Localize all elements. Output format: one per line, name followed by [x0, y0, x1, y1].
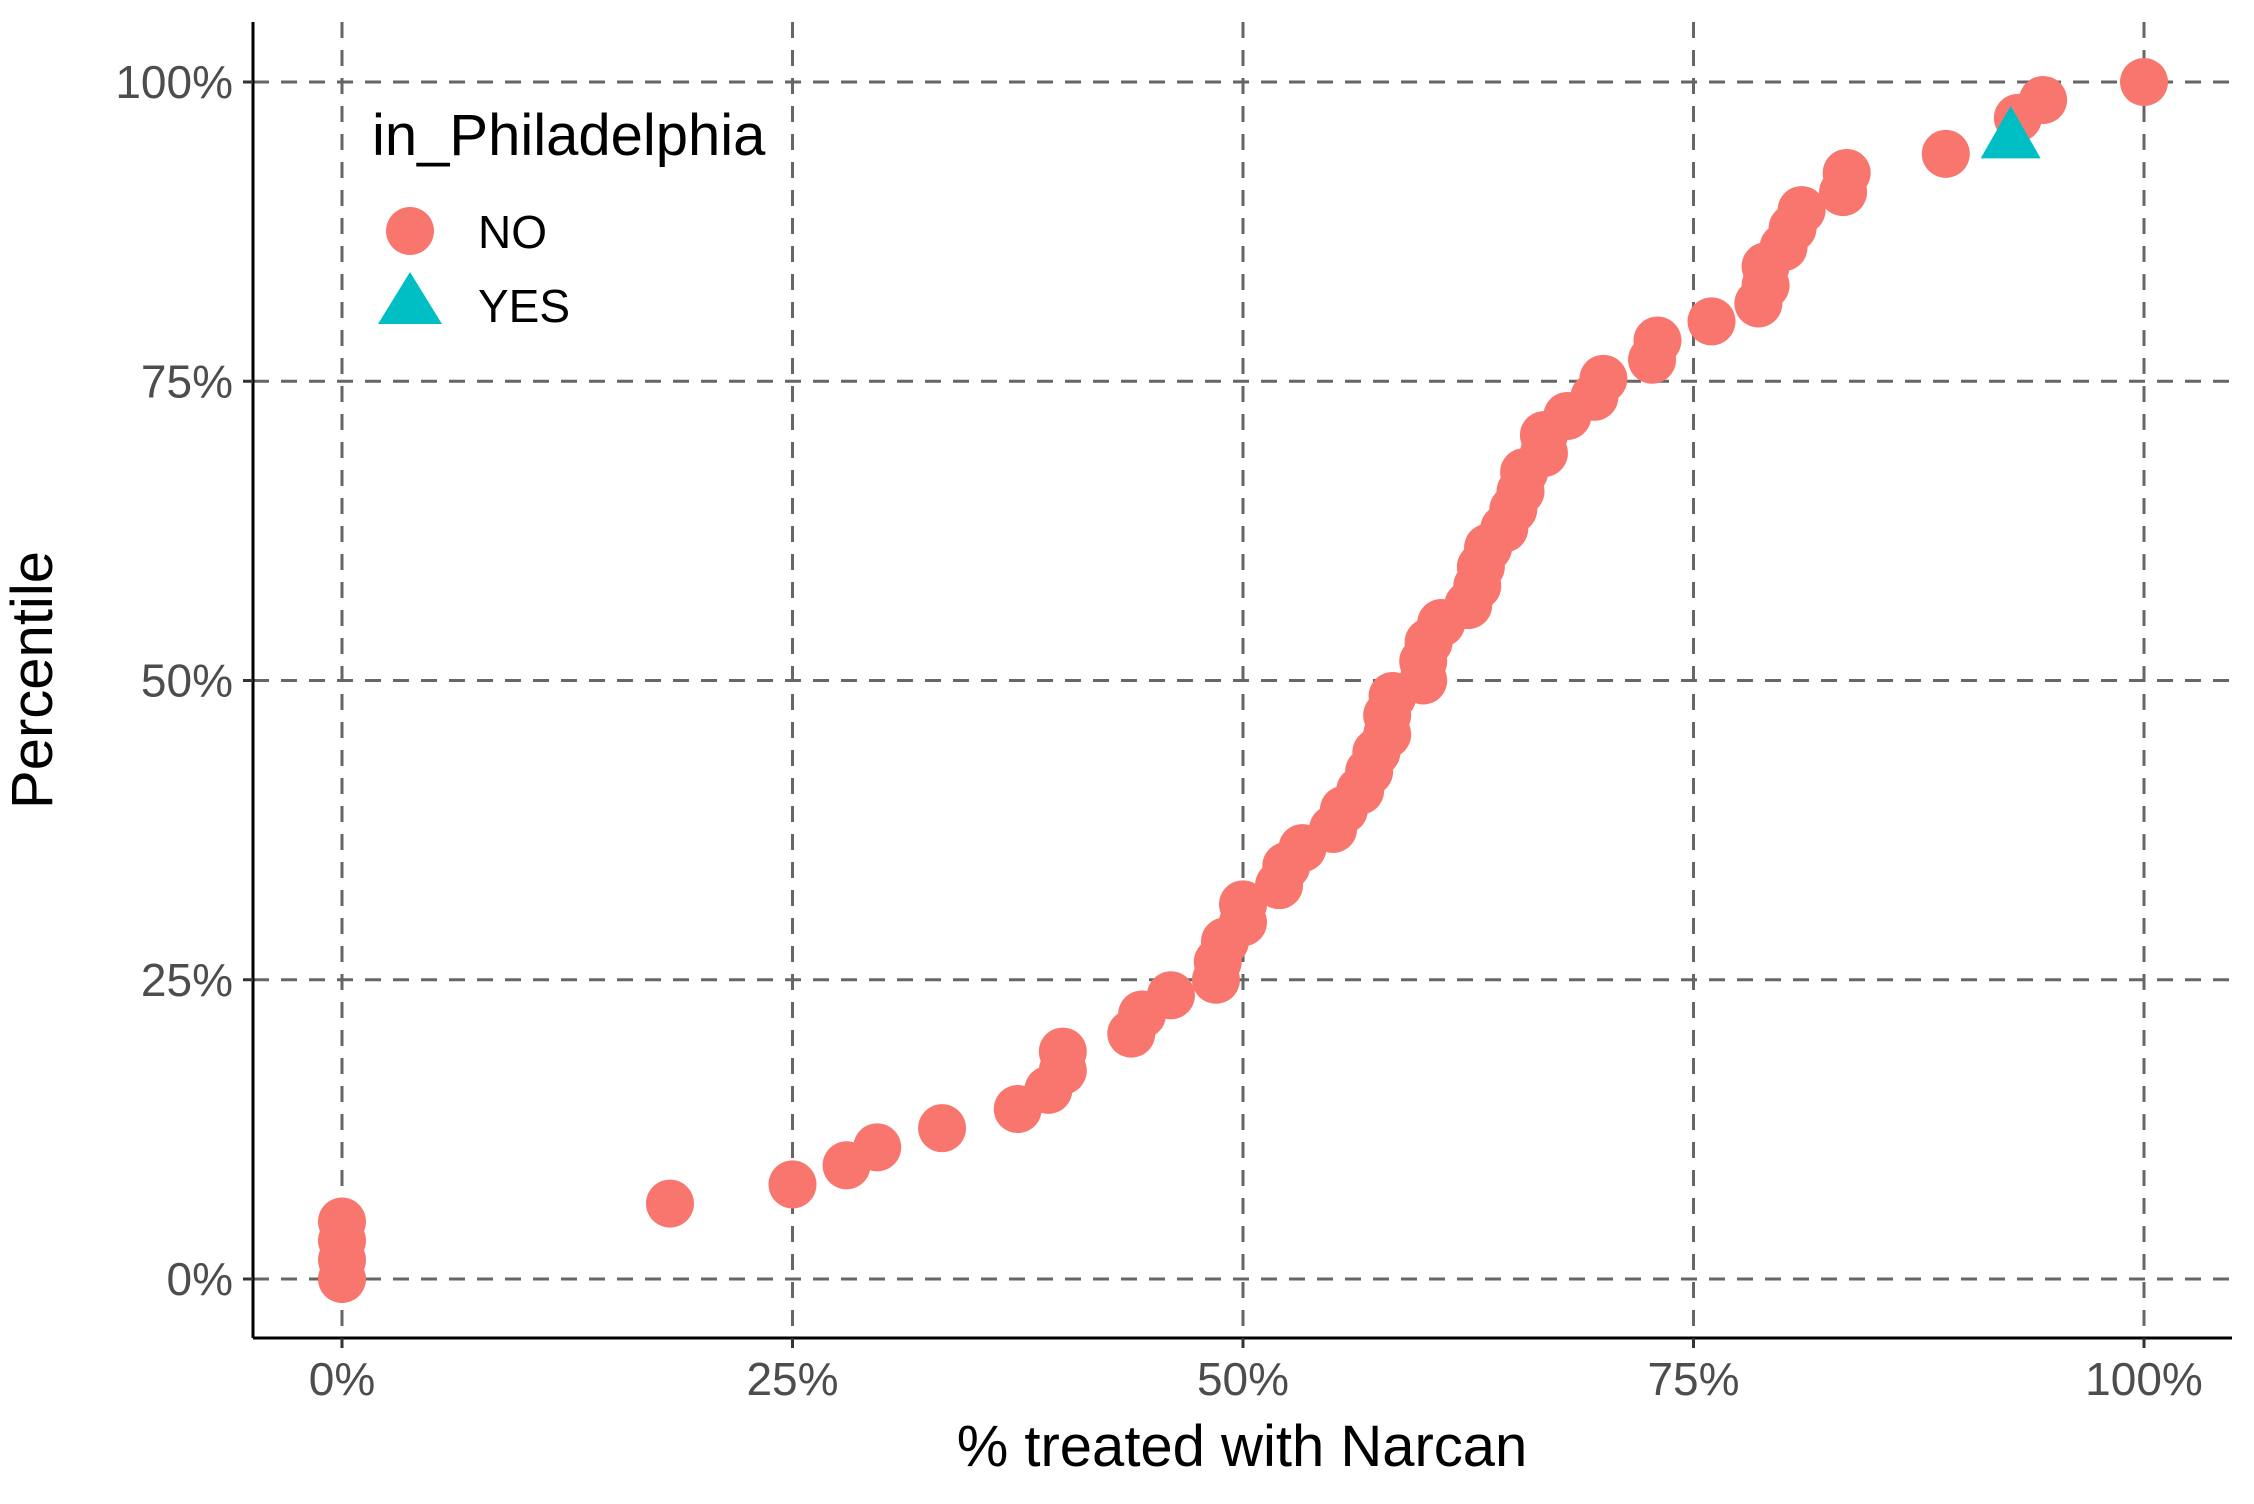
data-point-no: [1038, 1027, 1087, 1076]
data-point-no: [1687, 297, 1736, 346]
data-point-no: [1921, 129, 1970, 178]
y-axis-ticks: 0% 25% 50% 75% 100%: [115, 56, 253, 1305]
legend-yes-triangle-icon: [378, 272, 442, 324]
y-axis-title: Percentile: [0, 551, 65, 809]
data-point-no: [2019, 75, 2068, 124]
data-point-no: [1633, 316, 1682, 365]
x-tick-label: 50%: [1197, 1353, 1289, 1405]
legend-no-circle-icon: [386, 207, 434, 255]
data-point-no: [918, 1104, 967, 1153]
data-point-no: [318, 1197, 366, 1246]
legend-label-yes: YES: [478, 280, 570, 332]
data-point-no: [2120, 58, 2168, 106]
y-tick-label: 75%: [141, 355, 233, 407]
legend-title: in_Philadelphia: [372, 103, 766, 168]
x-tick-label: 100%: [2085, 1353, 2203, 1405]
y-tick-label: 0%: [167, 1253, 233, 1305]
data-points: [318, 58, 2168, 1303]
x-axis-title: % treated with Narcan: [957, 1414, 1528, 1479]
data-point-no: [1579, 354, 1628, 403]
data-point-no: [1219, 880, 1267, 929]
data-point-no: [853, 1123, 902, 1172]
y-tick-label: 100%: [115, 56, 233, 108]
data-point-no: [645, 1179, 694, 1228]
data-point-no: [1777, 186, 1826, 235]
x-tick-label: 0%: [309, 1353, 375, 1405]
data-point-no: [768, 1160, 817, 1209]
y-tick-label: 25%: [141, 954, 233, 1006]
x-tick-label: 25%: [746, 1353, 838, 1405]
x-tick-label: 75%: [1647, 1353, 1739, 1405]
grid-lines: [253, 22, 2232, 1338]
data-point-no: [1146, 971, 1195, 1020]
x-axis-ticks: 0% 25% 50% 75% 100%: [309, 1338, 2203, 1405]
data-point-yes: [1980, 105, 2041, 159]
data-point-no: [1822, 148, 1871, 197]
legend: in_Philadelphia NO YES: [372, 103, 766, 332]
legend-label-no: NO: [478, 206, 547, 258]
y-tick-label: 50%: [141, 655, 233, 707]
